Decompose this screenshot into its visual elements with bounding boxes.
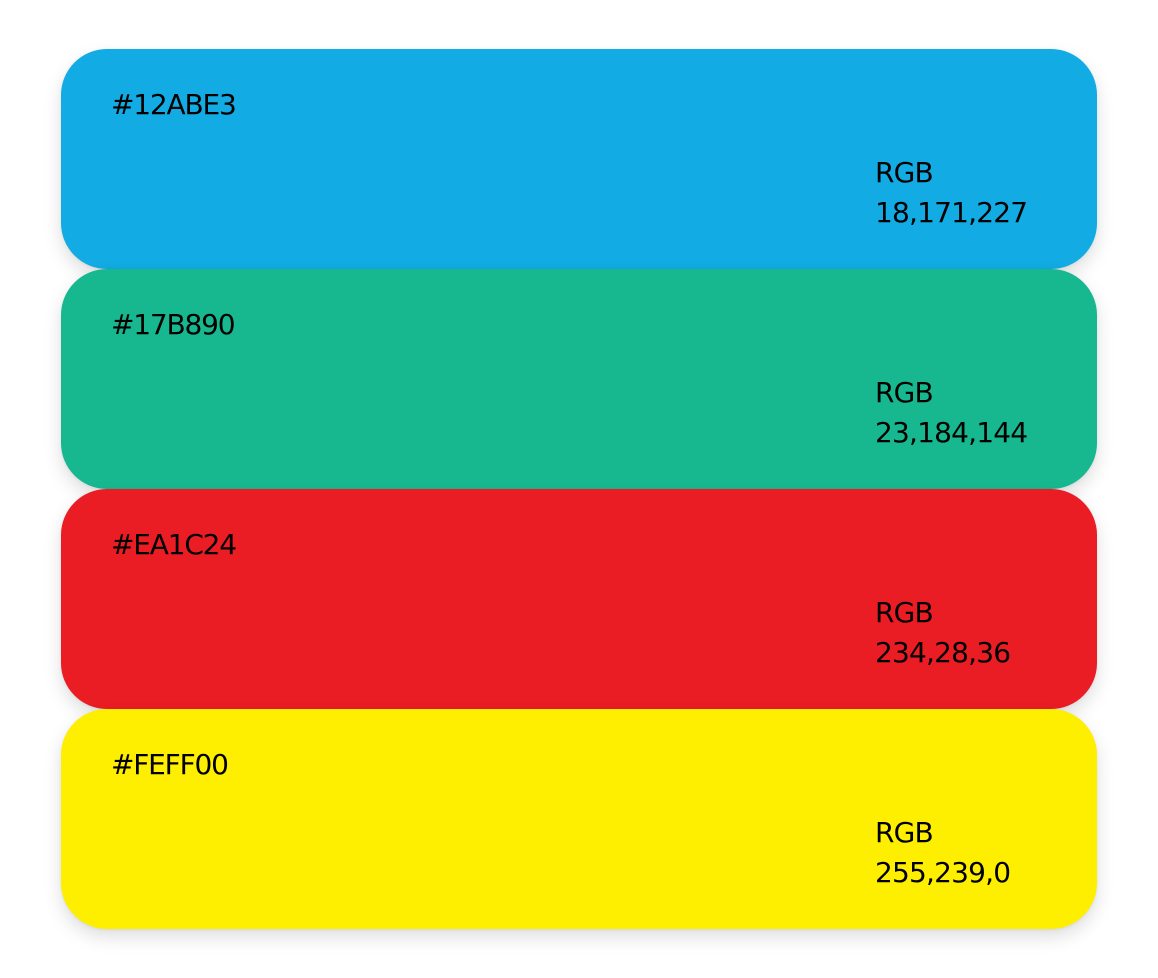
rgb-value: 234,28,36 bbox=[875, 636, 1011, 669]
rgb-label: RGB bbox=[875, 376, 934, 409]
rgb-value: 18,171,227 bbox=[875, 196, 1028, 229]
rgb-info: RGB 18,171,227 bbox=[875, 153, 1028, 233]
hex-code: #12ABE3 bbox=[111, 88, 237, 121]
rgb-value: 23,184,144 bbox=[875, 416, 1028, 449]
rgb-label: RGB bbox=[875, 596, 934, 629]
hex-code: #EA1C24 bbox=[111, 528, 237, 561]
color-swatch-green: #17B890 RGB 23,184,144 bbox=[61, 269, 1097, 489]
rgb-label: RGB bbox=[875, 156, 934, 189]
color-swatch-red: #EA1C24 RGB 234,28,36 bbox=[61, 489, 1097, 709]
rgb-info: RGB 23,184,144 bbox=[875, 373, 1028, 453]
hex-code: #FEFF00 bbox=[111, 748, 229, 781]
rgb-info: RGB 255,239,0 bbox=[875, 813, 1011, 893]
color-palette: #12ABE3 RGB 18,171,227 #17B890 RGB 23,18… bbox=[61, 49, 1097, 929]
color-swatch-blue: #12ABE3 RGB 18,171,227 bbox=[61, 49, 1097, 269]
hex-code: #17B890 bbox=[111, 308, 236, 341]
color-swatch-yellow: #FEFF00 RGB 255,239,0 bbox=[61, 709, 1097, 929]
rgb-value: 255,239,0 bbox=[875, 856, 1011, 889]
rgb-info: RGB 234,28,36 bbox=[875, 593, 1011, 673]
rgb-label: RGB bbox=[875, 816, 934, 849]
